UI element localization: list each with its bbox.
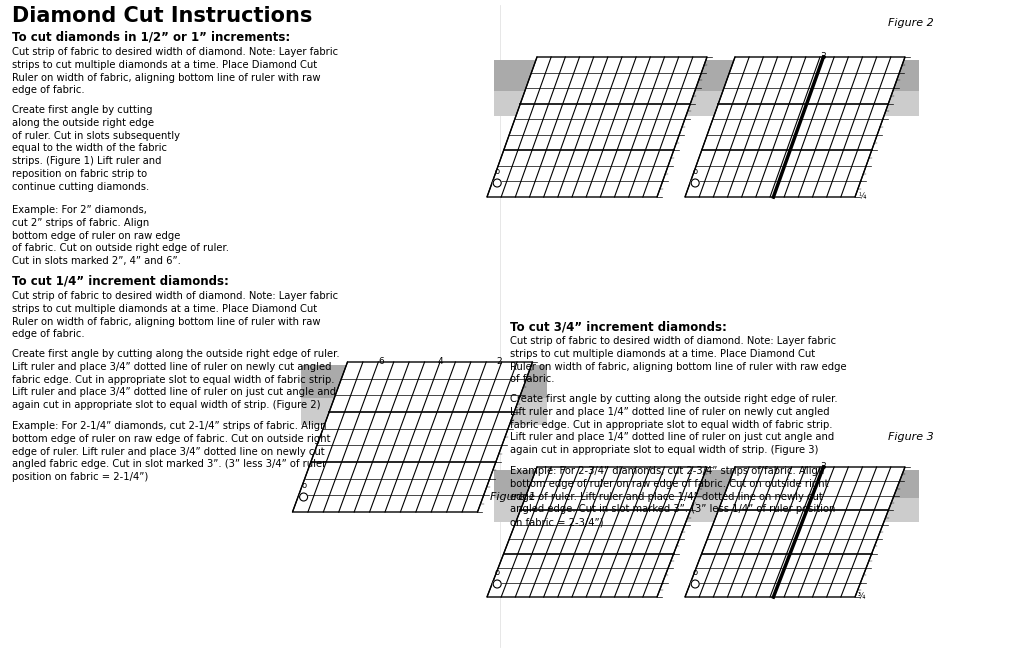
Text: ¾: ¾ bbox=[857, 592, 864, 601]
Text: o: o bbox=[692, 568, 697, 577]
Text: 6: 6 bbox=[378, 357, 383, 366]
Text: Example: For 2-1/4” diamonds, cut 2-1/4” strips of fabric. Align
bottom edge of : Example: For 2-1/4” diamonds, cut 2-1/4”… bbox=[12, 421, 330, 482]
Text: 2: 2 bbox=[496, 357, 501, 366]
Text: Cut strip of fabric to desired width of diamond. Note: Layer fabric
strips to cu: Cut strip of fabric to desired width of … bbox=[12, 291, 337, 340]
Text: Figure 3: Figure 3 bbox=[888, 432, 932, 442]
Bar bbox=[692, 91, 918, 116]
Bar bbox=[494, 60, 719, 116]
Bar bbox=[301, 398, 547, 425]
Polygon shape bbox=[486, 57, 706, 197]
Bar bbox=[692, 60, 918, 116]
Polygon shape bbox=[685, 57, 904, 197]
Text: ¼: ¼ bbox=[857, 192, 864, 201]
Text: Create first angle by cutting
along the outside right edge
of ruler. Cut in slot: Create first angle by cutting along the … bbox=[12, 105, 179, 192]
Text: Figure 2: Figure 2 bbox=[888, 18, 932, 28]
Polygon shape bbox=[486, 467, 706, 597]
Circle shape bbox=[691, 179, 698, 187]
Circle shape bbox=[493, 179, 500, 187]
Bar bbox=[692, 469, 918, 522]
Text: Example: For 2” diamonds,
cut 2” strips of fabric. Align
bottom edge of ruler on: Example: For 2” diamonds, cut 2” strips … bbox=[12, 205, 229, 266]
Bar bbox=[494, 469, 719, 522]
Bar bbox=[494, 498, 719, 522]
Text: 4: 4 bbox=[437, 357, 442, 366]
Text: Create first angle by cutting along the outside right edge of ruler.
Lift ruler : Create first angle by cutting along the … bbox=[510, 394, 837, 455]
Text: 3: 3 bbox=[819, 52, 825, 61]
Text: Create first angle by cutting along the outside right edge of ruler.
Lift ruler : Create first angle by cutting along the … bbox=[12, 349, 339, 410]
Text: Figure 1: Figure 1 bbox=[489, 492, 535, 502]
Text: 3: 3 bbox=[819, 462, 825, 471]
Text: o: o bbox=[301, 481, 306, 490]
Text: To cut 1/4” increment diamonds:: To cut 1/4” increment diamonds: bbox=[12, 275, 228, 288]
Circle shape bbox=[691, 580, 698, 588]
Text: To cut 3/4” increment diamonds:: To cut 3/4” increment diamonds: bbox=[510, 320, 727, 333]
Circle shape bbox=[300, 493, 308, 501]
Text: Example: For 2-3/4” diamonds, cut 2-3/4” strips of fabric. Align
bottom edge of : Example: For 2-3/4” diamonds, cut 2-3/4”… bbox=[510, 466, 835, 527]
Polygon shape bbox=[685, 467, 904, 597]
Text: Diamond Cut Instructions: Diamond Cut Instructions bbox=[12, 6, 312, 26]
Text: Cut strip of fabric to desired width of diamond. Note: Layer fabric
strips to cu: Cut strip of fabric to desired width of … bbox=[12, 47, 337, 95]
Text: Cut strip of fabric to desired width of diamond. Note: Layer fabric
strips to cu: Cut strip of fabric to desired width of … bbox=[510, 336, 846, 385]
Text: o: o bbox=[494, 568, 499, 577]
Bar bbox=[494, 91, 719, 116]
Bar bbox=[301, 365, 547, 425]
Text: To cut diamonds in 1/2” or 1” increments:: To cut diamonds in 1/2” or 1” increments… bbox=[12, 31, 290, 44]
Bar bbox=[692, 498, 918, 522]
Circle shape bbox=[493, 580, 500, 588]
Polygon shape bbox=[292, 362, 532, 512]
Text: o: o bbox=[494, 167, 499, 176]
Text: o: o bbox=[692, 167, 697, 176]
